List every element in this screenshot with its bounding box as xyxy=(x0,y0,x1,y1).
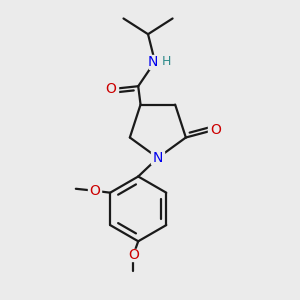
Text: H: H xyxy=(162,55,171,68)
Text: O: O xyxy=(128,248,139,262)
Text: N: N xyxy=(148,55,158,69)
Bar xyxy=(152,152,164,164)
Bar xyxy=(104,83,118,95)
Text: N: N xyxy=(153,151,163,165)
Bar xyxy=(149,55,171,68)
Bar xyxy=(88,184,101,197)
Text: O: O xyxy=(210,123,221,137)
Text: O: O xyxy=(105,82,116,96)
Text: O: O xyxy=(89,184,100,198)
Bar xyxy=(126,249,140,261)
Bar xyxy=(208,123,222,136)
